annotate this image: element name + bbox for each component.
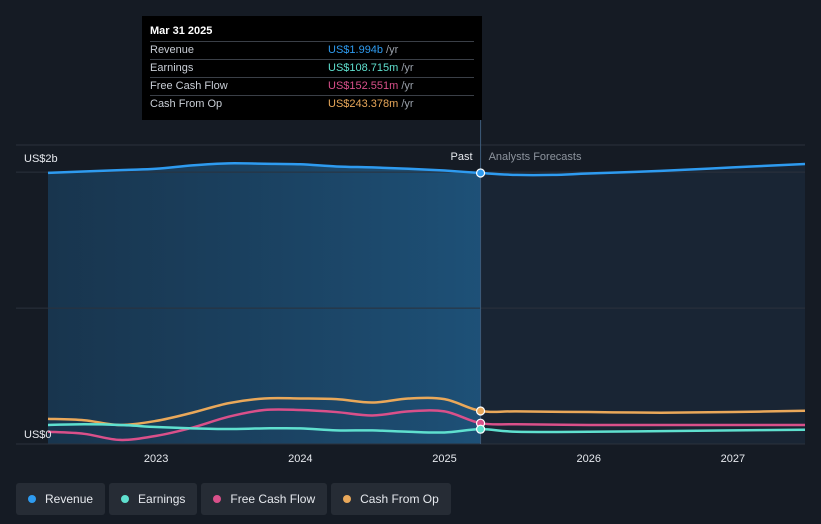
legend-dot-icon: [121, 495, 130, 503]
legend-item-free-cash-flow[interactable]: Free Cash Flow: [201, 483, 328, 515]
forecast-label: Analysts Forecasts: [489, 151, 582, 163]
legend-item-revenue[interactable]: Revenue: [16, 483, 106, 515]
chart: US$2b US$0 2023 2024 2025 2026 2027 Past Analyst…: [16, 120, 806, 465]
tooltip-row-revenue: Revenue US$1.994b /yr: [150, 41, 474, 59]
y-tick-label: US$2b: [24, 153, 58, 165]
x-tick-label: 2026: [576, 453, 600, 465]
series-line-free-cash-flow: [47, 408, 805, 442]
x-tick-label: 2023: [144, 453, 168, 465]
tooltip-label: Earnings: [150, 62, 194, 74]
series-line-cash-from-op: [47, 396, 806, 427]
legend-label: Revenue: [45, 492, 94, 506]
series-point-revenue: [475, 168, 486, 178]
tooltip-row-cash-from-op: Cash From Op US$243.378m /yr: [150, 95, 474, 113]
legend: Revenue Earnings Free Cash Flow Cash Fro…: [16, 483, 451, 515]
tooltip-unit: /yr: [401, 80, 414, 92]
y-tick-label: US$0: [24, 429, 52, 441]
past-label: Past: [451, 151, 473, 163]
forecast-area: [480, 164, 805, 444]
tooltip-unit: /yr: [386, 44, 399, 56]
tooltip-label: Free Cash Flow: [150, 80, 228, 92]
tooltip: Mar 31 2025 Revenue US$1.994b /yr Earnin…: [142, 16, 482, 120]
legend-item-cash-from-op[interactable]: Cash From Op: [331, 483, 451, 515]
tooltip-value: US$1.994b: [328, 44, 384, 56]
series-point-earnings: [475, 424, 486, 434]
tooltip-row-earnings: Earnings US$108.715m /yr: [150, 59, 474, 77]
tooltip-row-free-cash-flow: Free Cash Flow US$152.551m /yr: [150, 77, 474, 95]
tooltip-date: Mar 31 2025: [150, 25, 213, 37]
x-tick-label: 2024: [288, 453, 312, 465]
tooltip-label: Revenue: [150, 44, 195, 56]
series-line-revenue: [47, 162, 806, 177]
tooltip-value: US$108.715m: [328, 62, 399, 74]
tooltip-label: Cash From Op: [150, 98, 223, 110]
x-tick-label: 2025: [432, 453, 456, 465]
past-area: [48, 163, 481, 445]
legend-label: Cash From Op: [360, 492, 439, 506]
tooltip-unit: /yr: [401, 62, 414, 74]
tooltip-value: US$152.551m: [328, 80, 399, 92]
legend-item-earnings[interactable]: Earnings: [109, 483, 198, 515]
tooltip-unit: /yr: [401, 98, 414, 110]
legend-dot-icon: [213, 495, 222, 503]
x-tick-label: 2027: [721, 453, 745, 465]
legend-label: Free Cash Flow: [230, 492, 316, 506]
legend-dot-icon: [343, 495, 352, 503]
legend-dot-icon: [28, 495, 36, 503]
series-point-cash-from-op: [475, 406, 486, 416]
tooltip-value: US$243.378m: [328, 98, 399, 110]
legend-label: Earnings: [138, 492, 186, 506]
series-line-earnings: [47, 423, 806, 434]
